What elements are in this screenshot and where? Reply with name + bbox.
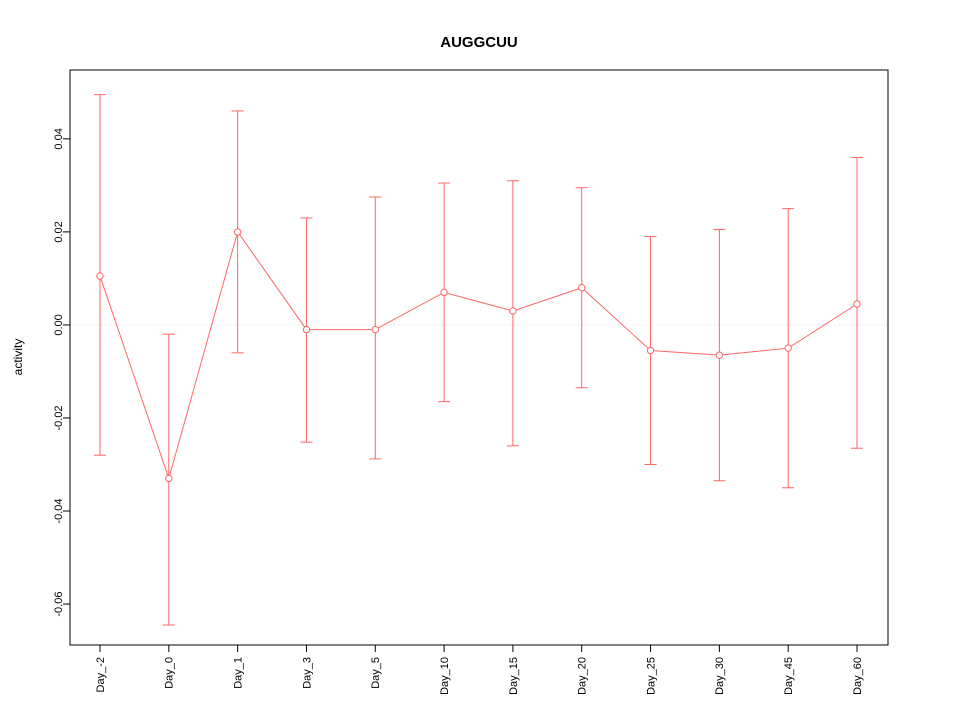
x-tick-label: Day_45 [783, 657, 795, 695]
y-tick-label: 0.02 [53, 221, 65, 242]
x-tick-label: Day_25 [645, 657, 657, 695]
x-tick-label: Day_3 [301, 657, 313, 689]
data-point [578, 284, 586, 292]
data-point [784, 344, 792, 352]
data-point [646, 346, 655, 355]
y-tick-label: 0.04 [53, 128, 65, 149]
x-tick-label: Day_10 [439, 657, 451, 695]
y-axis-label: activity [11, 339, 25, 376]
data-point [96, 272, 104, 280]
chart-title: AUGGCUU [440, 34, 518, 51]
data-point [371, 325, 379, 334]
data-point [440, 288, 448, 297]
data-point [853, 300, 861, 308]
data-point [302, 325, 311, 334]
y-tick-label: -0.04 [53, 498, 65, 523]
plot-area: -0.06 -0.04 -0.02 0.00 0.02 0.04 Day_-2 Day_0 Da… [53, 69, 889, 695]
plot-border [69, 69, 889, 646]
y-tick-label: -0.06 [53, 592, 65, 617]
x-tick-label: Day_60 [852, 657, 864, 695]
x-tick-label: Day_30 [714, 657, 726, 695]
x-tick-label: Day_15 [508, 657, 520, 695]
y-tick-label: 0.00 [53, 314, 65, 335]
series-line [99, 230, 858, 481]
data-point [165, 474, 173, 483]
data-point [233, 228, 242, 236]
data-point [715, 351, 724, 359]
x-tick-label: Day_0 [164, 657, 176, 689]
data-point [509, 307, 517, 315]
x-tick-label: Day_5 [370, 657, 382, 689]
x-tick-label: Day_1 [232, 657, 244, 689]
x-tick-label: Day_20 [577, 657, 589, 695]
y-tick-label: -0.02 [53, 405, 65, 430]
x-tick-label: Day_-2 [95, 657, 107, 692]
